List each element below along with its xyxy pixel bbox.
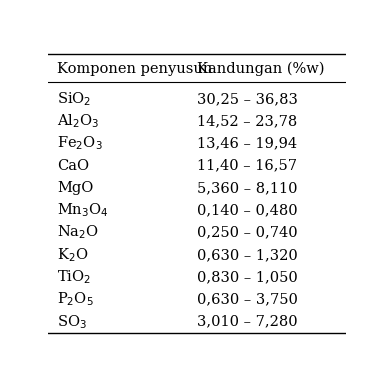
Text: SiO$_2$: SiO$_2$ (57, 90, 91, 108)
Text: 0,830 – 1,050: 0,830 – 1,050 (197, 270, 298, 284)
Text: 0,140 – 0,480: 0,140 – 0,480 (197, 204, 298, 218)
Text: K$_2$O: K$_2$O (57, 246, 88, 264)
Text: CaO: CaO (57, 159, 89, 173)
Text: 30,25 – 36,83: 30,25 – 36,83 (197, 92, 298, 106)
Text: P$_2$O$_5$: P$_2$O$_5$ (57, 291, 94, 309)
Text: 14,52 – 23,78: 14,52 – 23,78 (197, 114, 297, 128)
Text: 0,250 – 0,740: 0,250 – 0,740 (197, 226, 298, 240)
Text: 5,360 – 8,110: 5,360 – 8,110 (197, 181, 297, 195)
Text: 3,010 – 7,280: 3,010 – 7,280 (197, 315, 298, 329)
Text: Komponen penyusun: Komponen penyusun (57, 61, 212, 75)
Text: Mn$_3$O$_4$: Mn$_3$O$_4$ (57, 202, 109, 219)
Text: 0,630 – 3,750: 0,630 – 3,750 (197, 293, 298, 307)
Text: 0,630 – 1,320: 0,630 – 1,320 (197, 248, 298, 262)
Text: Kandungan (%w): Kandungan (%w) (197, 61, 324, 76)
Text: SO$_3$: SO$_3$ (57, 313, 87, 330)
Text: TiO$_2$: TiO$_2$ (57, 268, 91, 286)
Text: 13,46 – 19,94: 13,46 – 19,94 (197, 136, 297, 150)
Text: Al$_2$O$_3$: Al$_2$O$_3$ (57, 112, 99, 130)
Text: Fe$_2$O$_3$: Fe$_2$O$_3$ (57, 135, 103, 152)
Text: MgO: MgO (57, 181, 93, 195)
Text: Na$_2$O: Na$_2$O (57, 224, 99, 241)
Text: 11,40 – 16,57: 11,40 – 16,57 (197, 159, 297, 173)
